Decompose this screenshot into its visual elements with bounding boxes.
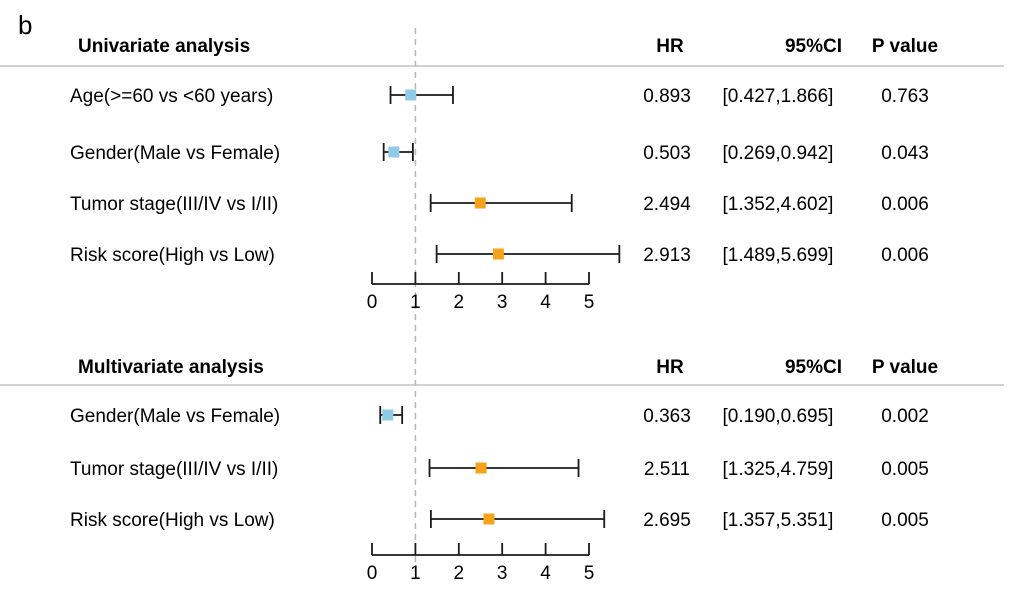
hr-point xyxy=(474,197,486,209)
p-value: 0.005 xyxy=(881,459,929,480)
forest-row: Tumor stage(III/IV vs I/II) 2.511 [1.325,4… xyxy=(70,459,929,480)
hr-value: 0.503 xyxy=(643,143,691,164)
x-tick-label: 5 xyxy=(584,563,595,584)
row-label: Tumor stage(III/IV vs I/II) xyxy=(70,194,278,215)
ci-value: [0.190,0.695] xyxy=(723,406,834,427)
ci-value: [0.269,0.942] xyxy=(723,143,834,164)
panel-title: Multivariate analysis xyxy=(78,357,264,378)
panel-label: b xyxy=(18,10,32,40)
ci-value: [0.427,1.866] xyxy=(723,86,834,107)
forest-row: Gender(Male vs Female) 0.503 [0.269,0.942]… xyxy=(70,143,929,164)
p-value: 0.763 xyxy=(881,86,929,107)
forest-row: Gender(Male vs Female) 0.363 [0.190,0.695]… xyxy=(70,406,929,427)
x-tick-label: 0 xyxy=(367,563,378,584)
hr-column-header: HR xyxy=(656,357,684,378)
row-label: Risk score(High vs Low) xyxy=(70,510,275,531)
p-value: 0.043 xyxy=(881,143,929,164)
hr-column-header: HR xyxy=(656,36,684,57)
x-tick-label: 3 xyxy=(497,563,508,584)
hr-point xyxy=(405,89,417,101)
p-value: 0.005 xyxy=(881,510,929,531)
x-axis: 0 1 2 3 4 5 xyxy=(367,543,595,584)
p-value: 0.002 xyxy=(881,406,929,427)
p-column-header: P value xyxy=(872,36,938,57)
ci-column-header: 95%CI xyxy=(785,36,842,57)
p-value: 0.006 xyxy=(881,194,929,215)
hr-value: 0.363 xyxy=(643,406,691,427)
forest-row: Risk score(High vs Low) 2.695 [1.357,5.351… xyxy=(70,510,929,531)
hr-point xyxy=(483,513,495,525)
row-label: Age(>=60 vs <60 years) xyxy=(70,86,273,107)
forest-panel-1: Univariate analysis HR 95%CI P value Age(>=6… xyxy=(0,36,1004,313)
x-tick-label: 3 xyxy=(497,292,508,313)
x-tick-label: 4 xyxy=(540,563,551,584)
p-value: 0.006 xyxy=(881,245,929,266)
x-tick-label: 1 xyxy=(410,563,421,584)
hr-value: 2.695 xyxy=(643,510,691,531)
ci-value: [1.357,5.351] xyxy=(723,510,834,531)
hr-point xyxy=(388,146,400,158)
x-tick-label: 2 xyxy=(454,292,465,313)
ci-value: [1.325,4.759] xyxy=(723,459,834,480)
row-label: Risk score(High vs Low) xyxy=(70,245,275,266)
x-tick-label: 4 xyxy=(540,292,551,313)
row-label: Gender(Male vs Female) xyxy=(70,143,280,164)
row-label: Gender(Male vs Female) xyxy=(70,406,280,427)
row-label: Tumor stage(III/IV vs I/II) xyxy=(70,459,278,480)
hr-value: 2.494 xyxy=(643,194,691,215)
forest-panel-2: Multivariate analysis HR 95%CI P value Gende… xyxy=(0,357,1004,584)
hr-point xyxy=(475,462,487,474)
x-tick-label: 5 xyxy=(584,292,595,313)
forest-row: Tumor stage(III/IV vs I/II) 2.494 [1.352,4… xyxy=(70,194,929,215)
forest-row: Risk score(High vs Low) 2.913 [1.489,5.699… xyxy=(70,245,929,266)
hr-value: 0.893 xyxy=(643,86,691,107)
hr-value: 2.511 xyxy=(644,459,690,480)
hr-point xyxy=(382,409,394,421)
x-tick-label: 2 xyxy=(454,563,465,584)
x-axis: 0 1 2 3 4 5 xyxy=(367,272,595,313)
hr-value: 2.913 xyxy=(643,245,691,266)
panel-title: Univariate analysis xyxy=(78,36,250,57)
ci-value: [1.352,4.602] xyxy=(723,194,834,215)
forest-row: Age(>=60 vs <60 years) 0.893 [0.427,1.866]… xyxy=(70,86,929,107)
x-tick-label: 1 xyxy=(410,292,421,313)
x-tick-label: 0 xyxy=(367,292,378,313)
p-column-header: P value xyxy=(872,357,938,378)
ci-value: [1.489,5.699] xyxy=(723,245,834,266)
hr-point xyxy=(492,248,504,260)
ci-column-header: 95%CI xyxy=(785,357,842,378)
